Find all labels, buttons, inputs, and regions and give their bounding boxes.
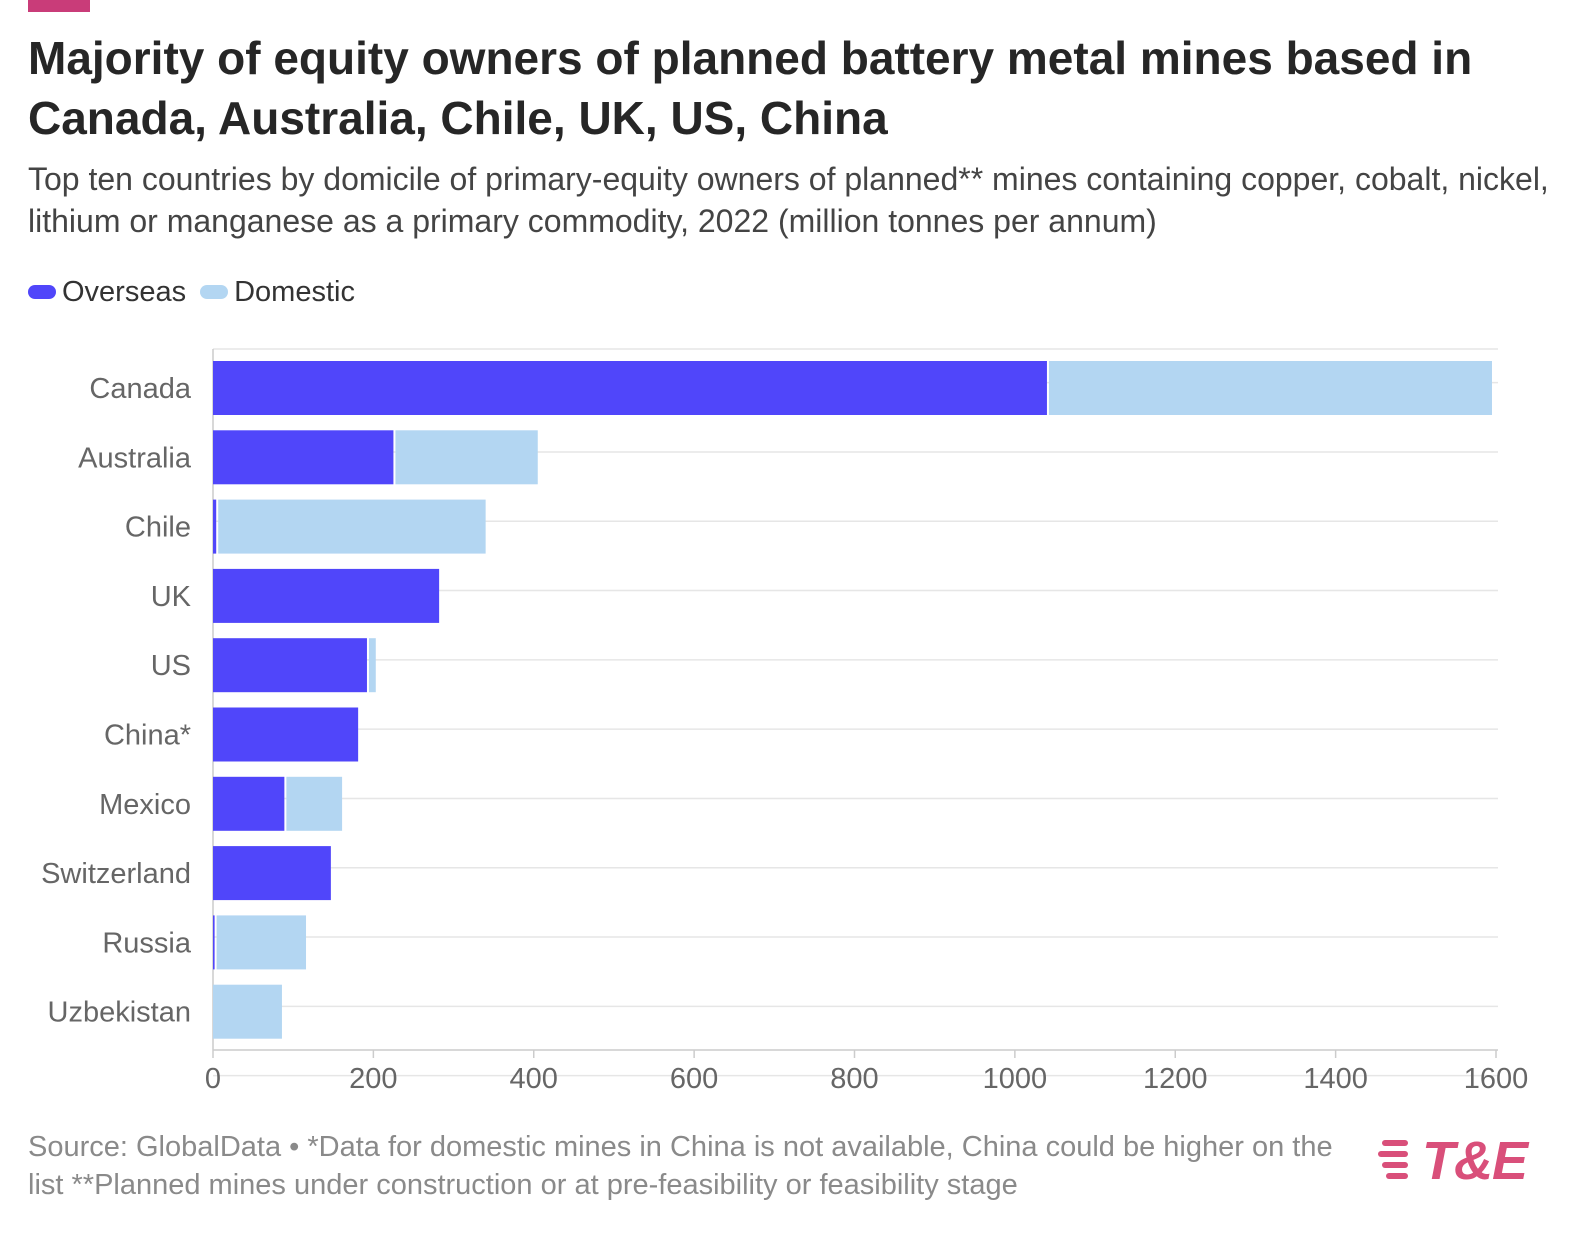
- y-category-label: Chile: [125, 512, 191, 544]
- x-tick-label: 0: [205, 1063, 221, 1095]
- source-note: Source: GlobalData • *Data for domestic …: [28, 1131, 1333, 1201]
- chart-subtitle: Top ten countries by domicile of primary…: [28, 161, 1549, 239]
- bar-overseas: [213, 499, 217, 554]
- bar-overseas: [213, 707, 359, 762]
- bar-domestic: [1048, 361, 1492, 415]
- x-tick-label: 800: [830, 1063, 878, 1095]
- bar-chart: 0 200 400 600 800 1000 1200 1400 1600 Canada Austr…: [41, 348, 1529, 1095]
- legend: Overseas Domestic: [28, 274, 369, 310]
- bar-domestic: [216, 915, 307, 970]
- bar-domestic: [395, 430, 538, 485]
- bar-overseas: [213, 361, 1047, 415]
- te-logo: T&E: [1370, 1128, 1560, 1198]
- y-category-label: Uzbekistan: [48, 997, 191, 1029]
- bar-domestic: [368, 638, 376, 693]
- y-category-label: US: [151, 650, 191, 682]
- bar-overseas: [213, 915, 215, 970]
- legend-item-overseas[interactable]: Overseas: [28, 276, 186, 309]
- legend-swatch-domestic: [200, 285, 229, 299]
- bar-overseas: [213, 776, 285, 831]
- legend-label-overseas: Overseas: [62, 275, 187, 308]
- y-category-label: Mexico: [99, 789, 191, 821]
- y-category-label: China*: [104, 720, 191, 752]
- logo-text: T&E: [1422, 1131, 1528, 1191]
- legend-item-domestic[interactable]: Domestic: [200, 276, 355, 309]
- x-tick-label: 600: [670, 1063, 718, 1095]
- x-tick-label: 1400: [1303, 1063, 1368, 1095]
- x-tick-label: 200: [349, 1063, 397, 1095]
- legend-label-domestic: Domestic: [234, 275, 355, 308]
- bar-domestic: [218, 499, 486, 554]
- bar-domestic: [213, 984, 282, 1039]
- y-category-label: Australia: [78, 442, 192, 474]
- y-category-label: UK: [151, 581, 192, 613]
- x-tick-label: 1600: [1464, 1063, 1529, 1095]
- bar-domestic: [286, 776, 343, 831]
- x-tick-label: 400: [510, 1063, 558, 1095]
- x-tick-label: 1200: [1143, 1063, 1208, 1095]
- y-category-label: Canada: [89, 373, 191, 405]
- bar-overseas: [213, 846, 331, 901]
- y-category-label: Russia: [102, 927, 192, 959]
- accent-bar: [28, 0, 90, 12]
- bar-overseas: [213, 430, 394, 485]
- bar-overseas: [213, 638, 367, 693]
- bar-overseas: [213, 568, 440, 623]
- chart-title: Majority of equity owners of planned bat…: [28, 32, 1473, 144]
- legend-swatch-overseas: [28, 285, 56, 299]
- y-category-label: Switzerland: [41, 858, 191, 890]
- x-tick-label: 1000: [983, 1063, 1048, 1095]
- logo-lines-icon: [1374, 1140, 1416, 1186]
